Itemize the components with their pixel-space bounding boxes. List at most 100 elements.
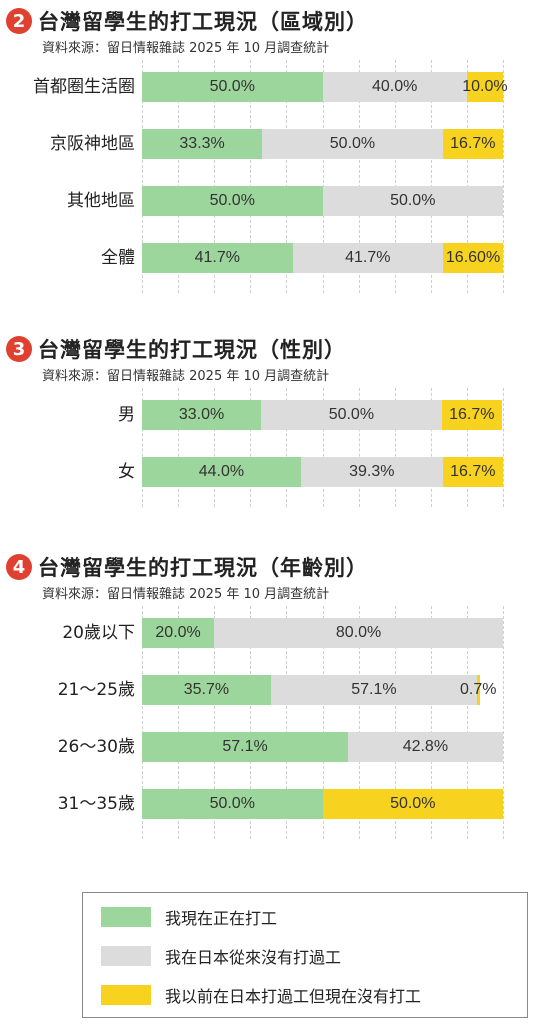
- bar-segment-never-worked: [262, 129, 443, 159]
- data-label: 33.3%: [179, 135, 225, 152]
- grid-line: [466, 388, 468, 507]
- grid-line: [142, 606, 143, 839]
- chart-section-4: 4 台灣留學生的打工現況（年齡別） 資料來源：留日情報雜誌 2025 年 10 月調…: [0, 552, 541, 843]
- bar-segment-working-now: [142, 129, 263, 159]
- grid-line: [358, 606, 360, 839]
- bar-segment-working-now: [142, 72, 323, 102]
- legend-label-never-worked: 我在日本從來沒有打過工: [165, 948, 342, 967]
- bar-segment-worked-before: [466, 72, 503, 102]
- data-label: 20.0%: [155, 624, 201, 641]
- grid-line: [178, 606, 180, 839]
- grid-line: [178, 60, 180, 293]
- bar-segment-never-worked: [292, 243, 444, 273]
- legend-item-working-now: 我現在正在打工: [101, 905, 277, 929]
- bar-segment-never-worked: [348, 732, 503, 762]
- data-label: 10.0%: [462, 78, 508, 95]
- chart-row: 21～25歲 35.7% 57.1% 0.7%: [0, 675, 541, 705]
- data-label: 0.7%: [460, 681, 497, 698]
- grid-line: [214, 388, 216, 507]
- legend-swatch-working-now: [101, 907, 151, 927]
- chart-row: 31～35歲 50.0% 50.0%: [0, 789, 541, 819]
- chart-source: 資料來源：留日情報雜誌 2025 年 10 月調查統計: [42, 587, 330, 602]
- bar-segment-never-worked: [322, 72, 467, 102]
- category-label: 26～30歲: [57, 737, 135, 757]
- chart-source: 資料來源：留日情報雜誌 2025 年 10 月調查統計: [42, 41, 330, 56]
- grid-line: [430, 60, 432, 293]
- bar-segment-never-worked: [300, 457, 443, 487]
- grid-line: [250, 606, 252, 839]
- grid-line: [466, 60, 468, 293]
- bar-segment-working-now: [142, 457, 301, 487]
- legend-swatch-worked-before: [101, 985, 151, 1005]
- data-label: 41.7%: [345, 249, 391, 266]
- category-label: 全體: [101, 248, 135, 268]
- legend-label-working-now: 我現在正在打工: [165, 909, 278, 928]
- chart-section-3: 3 台灣留學生的打工現況（性別） 資料來源：留日情報雜誌 2025 年 10 月調查…: [0, 334, 541, 511]
- chart-header: 3 台灣留學生的打工現況（性別）: [6, 334, 346, 364]
- data-label: 50.0%: [209, 795, 255, 812]
- bar-segment-working-now: [142, 618, 215, 648]
- data-label: 50.0%: [390, 192, 436, 209]
- grid-line: [250, 60, 252, 293]
- data-label: 57.1%: [222, 738, 268, 755]
- grid-line: [214, 606, 216, 839]
- grid-line: [430, 606, 432, 839]
- chart-row: 京阪神地區 33.3% 50.0% 16.7%: [0, 129, 541, 159]
- bar-segment-worked-before: [441, 400, 502, 430]
- data-label: 50.0%: [329, 135, 376, 152]
- bar-segment-never-worked: [322, 186, 503, 216]
- data-label: 35.7%: [183, 681, 230, 698]
- grid-line: [286, 60, 288, 293]
- data-label: 80.0%: [335, 624, 382, 641]
- stacked-bar: 50.0% 50.0%: [142, 186, 503, 216]
- stacked-bar: 35.7% 57.1% 0.7%: [142, 675, 503, 705]
- legend-item-worked-before: 我以前在日本打過工但現在沒有打工: [101, 983, 421, 1007]
- chart-title: 台灣留學生的打工現況（性別）: [38, 338, 346, 362]
- chart-row: 男 33.0% 50.0% 16.7%: [0, 400, 541, 430]
- bar-segment-working-now: [142, 243, 293, 273]
- category-label: 其他地區: [67, 191, 135, 211]
- category-label: 20歲以下: [62, 623, 135, 643]
- grid-line: [178, 388, 180, 507]
- data-label: 44.0%: [198, 463, 245, 480]
- legend-item-never-worked: 我在日本從來沒有打過工: [101, 944, 341, 968]
- stacked-bar: 33.0% 50.0% 16.7%: [142, 400, 503, 430]
- chart-header: 2 台灣留學生的打工現況（區域別）: [6, 6, 368, 36]
- chart-section-2: 2 台灣留學生的打工現況（區域別） 資料來源：留日情報雜誌 2025 年 10 月調…: [0, 6, 541, 297]
- legend-label-worked-before: 我以前在日本打過工但現在沒有打工: [165, 987, 422, 1006]
- bar-segment-working-now: [142, 789, 323, 819]
- data-label: 16.7%: [450, 463, 496, 480]
- grid-line: [394, 60, 396, 293]
- grid-line: [358, 388, 360, 507]
- grid-line: [394, 606, 396, 839]
- section-number-badge: 4: [6, 554, 32, 580]
- bar-segment-working-now: [142, 400, 262, 430]
- grid-line: [503, 388, 504, 507]
- category-label: 女: [118, 462, 135, 482]
- data-label: 39.3%: [349, 463, 395, 480]
- data-label: 50.0%: [328, 406, 375, 423]
- stacked-bar: 50.0% 40.0% 10.0%: [142, 72, 508, 102]
- section-number-badge: 3: [6, 336, 32, 362]
- category-label: 京阪神地區: [50, 134, 135, 154]
- data-label: 42.8%: [402, 738, 449, 755]
- grid-line: [430, 388, 432, 507]
- chart-row: 20歲以下 20.0% 80.0%: [0, 618, 541, 648]
- section-number-badge: 2: [6, 8, 32, 34]
- grid-line: [142, 388, 143, 507]
- bar-segment-never-worked: [214, 618, 503, 648]
- chart-title: 台灣留學生的打工現況（區域別）: [38, 10, 368, 34]
- bar-segment-never-worked: [270, 675, 477, 705]
- bar-segment-worked-before: [443, 243, 503, 273]
- chart-row: 女 44.0% 39.3% 16.7%: [0, 457, 541, 487]
- bar-segment-worked-before: [442, 129, 503, 159]
- grid-line: [322, 606, 324, 839]
- data-label: 33.0%: [178, 406, 225, 423]
- legend: 我現在正在打工 我在日本從來沒有打過工 我以前在日本打過工但現在沒有打工: [82, 892, 528, 1018]
- category-label: 男: [118, 405, 135, 425]
- bar-segment-worked-before: [477, 675, 480, 705]
- bar-segment-worked-before: [322, 789, 503, 819]
- category-label: 31～35歲: [57, 794, 135, 814]
- data-label: 50.0%: [209, 78, 255, 95]
- bar-segment-working-now: [142, 675, 271, 705]
